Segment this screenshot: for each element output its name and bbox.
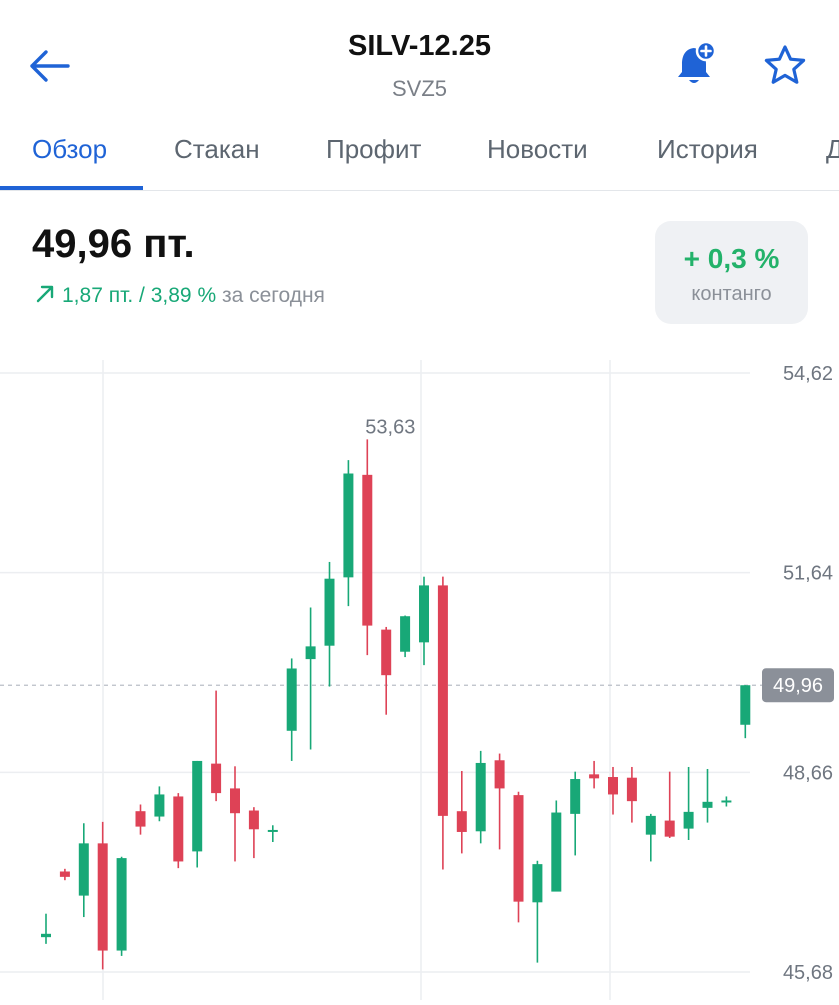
candle-body xyxy=(116,858,127,951)
candle-body xyxy=(305,646,316,660)
price-chart[interactable]: 54,62 51,64 48,66 45,68 49,96 53,63 xyxy=(0,340,839,1000)
tab-news[interactable]: Новости xyxy=(487,134,588,164)
instrument-ticker: SVZ5 xyxy=(391,76,448,101)
candle-body xyxy=(494,760,505,789)
candle-body xyxy=(286,668,297,731)
app-header: SILV-12.25 SVZ5 xyxy=(0,0,839,120)
tab-bar: Обзор Стакан Профит Новости История Д xyxy=(0,120,839,191)
tab-overview[interactable]: Обзор xyxy=(32,134,108,164)
candle-body xyxy=(645,815,656,835)
star-icon xyxy=(764,45,806,84)
candlestick-chart[interactable]: 54,62 51,64 48,66 45,68 49,96 53,63 xyxy=(0,340,839,1000)
contango-label: контанго xyxy=(691,283,772,305)
instrument-title: SILV-12.25 xyxy=(348,30,491,62)
tab-profit[interactable]: Профит xyxy=(326,134,422,164)
tab-order-book[interactable]: Стакан xyxy=(174,134,260,164)
candle-body xyxy=(362,474,373,626)
candle-body xyxy=(154,794,165,817)
change-points: 1,87 пт. xyxy=(62,284,134,307)
candle-body xyxy=(740,685,751,725)
y-axis-tick-label: 45,68 xyxy=(783,962,833,984)
candle-body xyxy=(702,801,713,808)
candle-body xyxy=(400,616,411,652)
tab-more[interactable]: Д xyxy=(826,134,839,165)
change-percent: 3,89 % xyxy=(150,284,217,307)
candle-body xyxy=(173,796,184,862)
candle-body xyxy=(192,760,203,852)
candle-body xyxy=(59,871,70,877)
active-tab-indicator xyxy=(0,186,143,190)
candle-body xyxy=(551,812,562,892)
change-period: за сегодня xyxy=(221,284,325,307)
candle-body xyxy=(343,473,354,578)
arrow-left-icon xyxy=(30,50,70,82)
y-axis-tick-label: 54,62 xyxy=(783,363,833,385)
favorite-button[interactable] xyxy=(760,42,810,88)
candle-body xyxy=(230,788,240,814)
candle-body xyxy=(626,777,637,802)
daily-change: 1,87 пт. / 3,89 % за сегодня xyxy=(34,283,325,308)
current-price-label: 49,96 xyxy=(773,675,823,697)
candle-body xyxy=(211,763,222,794)
contango-value: + 0,3 % xyxy=(683,243,780,274)
tab-history[interactable]: История xyxy=(657,134,758,164)
candle-body xyxy=(41,933,51,938)
candle-body xyxy=(381,629,392,676)
bell-plus-icon xyxy=(678,40,717,83)
candle-body xyxy=(664,820,675,837)
candle-body xyxy=(419,585,429,643)
back-button[interactable] xyxy=(26,44,74,88)
candle-body xyxy=(248,810,259,830)
candle-body xyxy=(135,811,146,827)
add-alert-button[interactable] xyxy=(672,40,722,90)
candle-body xyxy=(475,762,486,832)
current-price: 49,96 пт. xyxy=(32,222,195,266)
candle-body xyxy=(437,585,448,816)
candle-body xyxy=(324,578,335,646)
candle-body xyxy=(532,864,543,903)
candle-body xyxy=(721,800,732,803)
y-axis-tick-label: 51,64 xyxy=(783,563,833,585)
arrow-up-right-icon xyxy=(36,285,54,303)
candle-body xyxy=(456,811,467,832)
candle-body xyxy=(683,811,694,829)
contango-badge[interactable]: + 0,3 % контанго xyxy=(655,221,808,324)
change-separator: / xyxy=(139,284,145,307)
candle-body xyxy=(97,843,108,951)
max-price-label: 53,63 xyxy=(365,416,415,438)
candle-body xyxy=(513,795,524,902)
y-axis-tick-label: 48,66 xyxy=(783,762,833,784)
candle-body xyxy=(78,843,89,896)
candle-body xyxy=(589,774,600,779)
candle-body xyxy=(570,779,581,814)
candle-body xyxy=(608,777,618,795)
candle-body xyxy=(267,829,278,832)
current-price-tag xyxy=(762,668,834,703)
